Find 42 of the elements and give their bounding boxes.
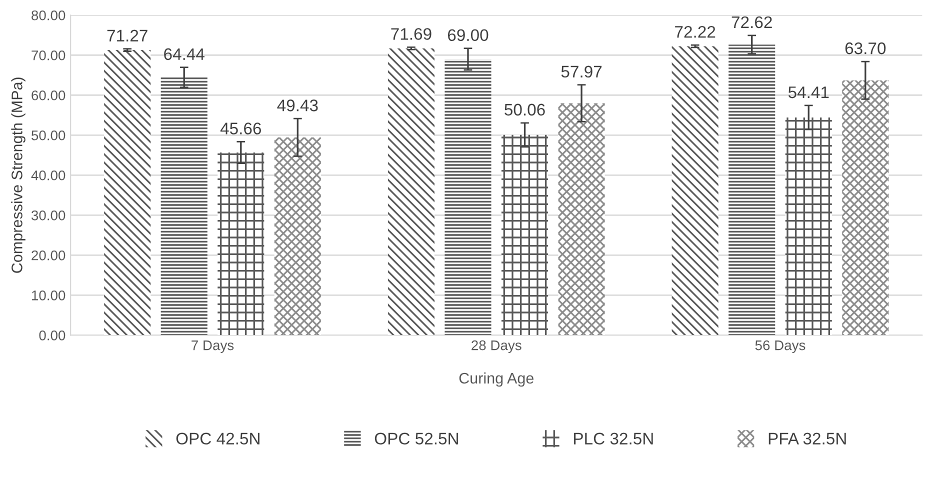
bar (501, 134, 548, 336)
bar (728, 44, 776, 336)
bar (388, 48, 434, 336)
data-label: 72.22 (675, 26, 716, 38)
data-label: 54.41 (788, 86, 829, 98)
data-label: 71.69 (391, 28, 432, 40)
y-tick-label: 70.00 (32, 50, 66, 60)
bar (558, 103, 605, 336)
bar (274, 137, 321, 336)
legend-label: PLC 32.5N (574, 432, 653, 444)
data-label: 71.27 (107, 30, 148, 42)
data-label: 64.44 (164, 48, 204, 60)
legend-label: PFA 32.5N (768, 432, 846, 444)
data-label: 72.62 (732, 16, 772, 28)
bar (842, 80, 889, 336)
data-label: 50.06 (504, 104, 545, 116)
y-tick-label: 50.00 (32, 130, 66, 140)
y-tick-label: 30.00 (31, 210, 66, 220)
y-tick-label: 10.00 (32, 290, 66, 300)
x-tick-label: 7 Days (192, 340, 234, 353)
y-tick-label: 0.00 (39, 330, 66, 340)
bar (218, 152, 264, 336)
bar (160, 77, 208, 336)
legend-label: OPC 52.5N (374, 432, 458, 444)
bar (444, 59, 492, 336)
data-label: 45.66 (220, 122, 262, 134)
legend-label: OPC 42.5N (176, 432, 260, 444)
bar (104, 50, 151, 336)
y-tick-label: 20.00 (32, 250, 66, 260)
x-tick-label: 56 Days (755, 340, 806, 353)
x-axis-title: Curing Age (459, 372, 534, 387)
y-tick-label: 80.00 (32, 10, 66, 20)
data-label: 63.70 (845, 42, 886, 54)
y-axis-title: Compressive Strength (MPa) (11, 78, 26, 273)
data-label: 69.00 (448, 29, 488, 42)
x-tick-label: 28 Days (472, 340, 522, 353)
bar (672, 46, 718, 336)
bar (785, 117, 832, 336)
data-label: 57.97 (561, 66, 602, 78)
data-label: 49.43 (277, 100, 318, 112)
y-tick-label: 60.00 (32, 90, 66, 100)
y-tick-label: 40.00 (31, 170, 66, 180)
